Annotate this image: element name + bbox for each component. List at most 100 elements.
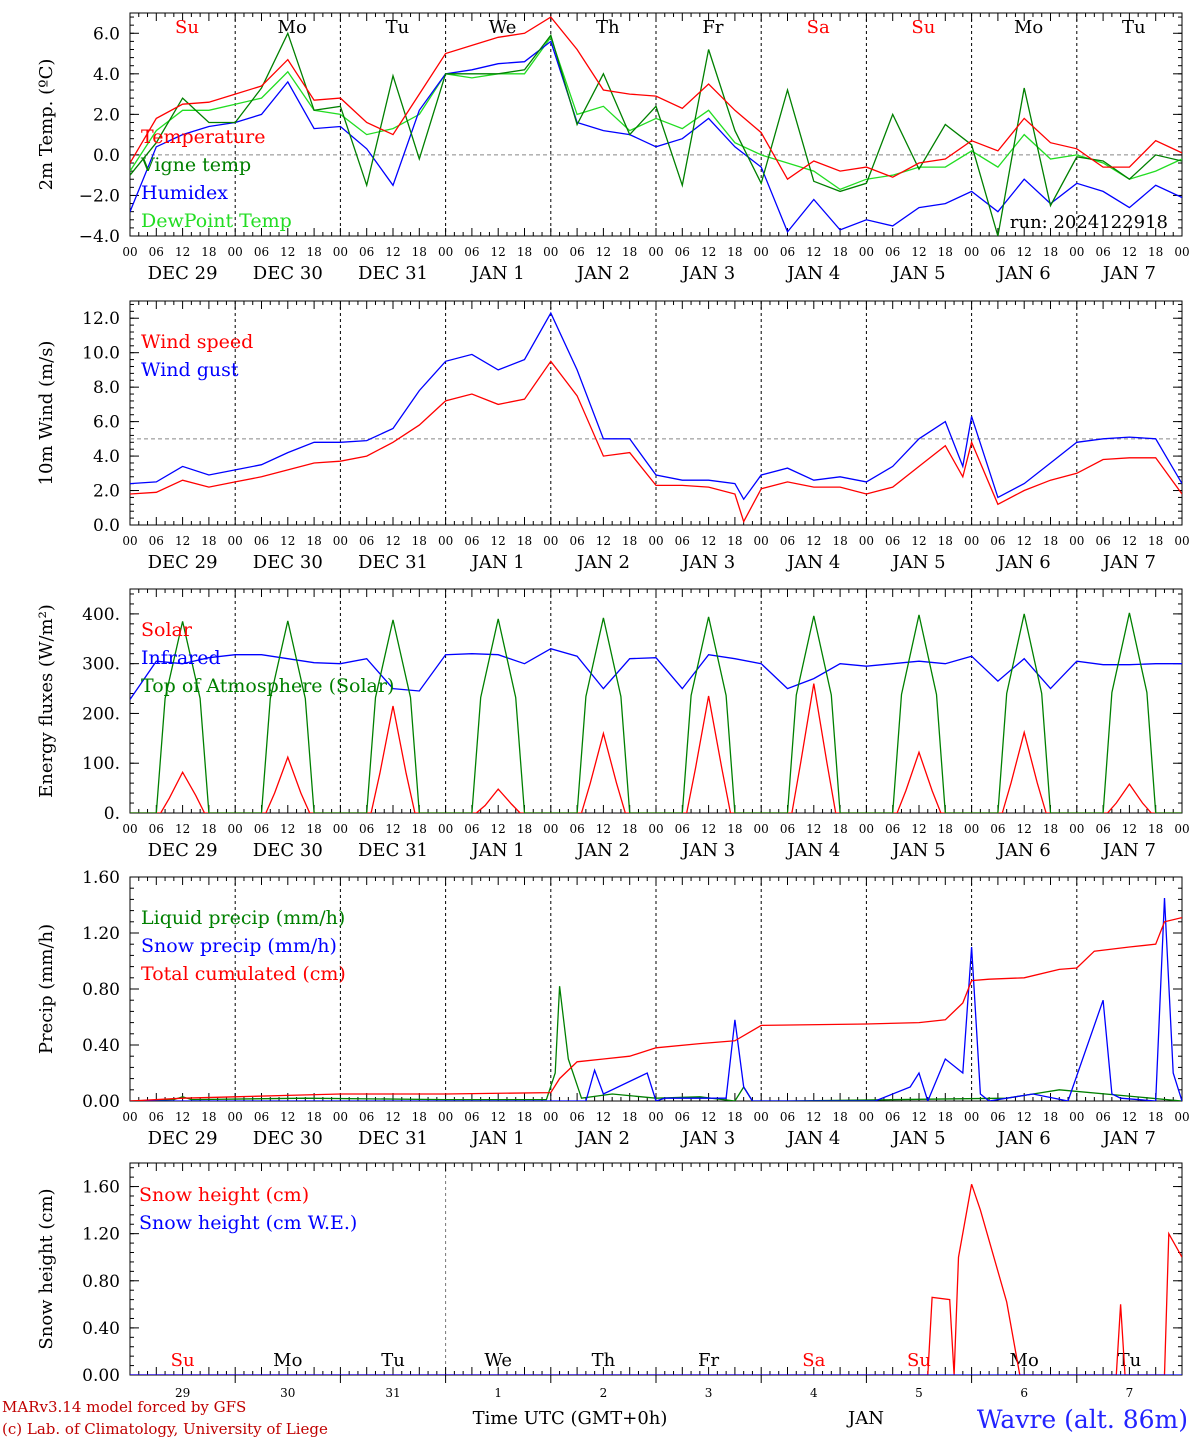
hour-tick-label: 00 [543, 1110, 558, 1124]
hour-tick-label: 12 [911, 1110, 926, 1124]
hour-tick-label: 18 [201, 822, 216, 836]
hour-tick-label: 00 [333, 1110, 348, 1124]
date-label: DEC 31 [358, 840, 428, 861]
lab-credit: (c) Lab. of Climatology, University of L… [2, 1420, 328, 1438]
series-line-solar [130, 683, 1182, 813]
hour-tick-label: 00 [438, 1110, 453, 1124]
hour-tick-label: 00 [333, 245, 348, 259]
y-tick-label: 2.0 [93, 482, 120, 502]
date-label: JAN 7 [1101, 552, 1156, 573]
day-number-label: 31 [385, 1386, 400, 1400]
hour-tick-label: 12 [1017, 1110, 1032, 1124]
date-label: JAN 1 [470, 1128, 525, 1149]
y-tick-label: 0.00 [82, 1366, 120, 1386]
date-label: JAN 1 [470, 552, 525, 573]
hour-tick-label: 06 [254, 1110, 269, 1124]
hour-tick-label: 18 [517, 245, 532, 259]
hour-tick-label: 00 [964, 1110, 979, 1124]
hour-tick-label: 00 [122, 1110, 137, 1124]
temp-frame [129, 12, 1183, 237]
day-number-label: 30 [280, 1386, 295, 1400]
series-line-dewpoint-temp [130, 35, 1182, 191]
hour-tick-label: 18 [412, 822, 427, 836]
legend-entry: Snow height (cm W.E.) [139, 1212, 357, 1234]
y-tick-label: 1.20 [82, 1225, 120, 1245]
y-tick-label: 0.0 [93, 146, 120, 166]
hour-tick-label: 12 [701, 1110, 716, 1124]
temp-panel: −4.0 −2.0 0.0 2.0 4.0 6.0 2m Temp. (ºC) 00 06 12 1… [36, 12, 1190, 284]
date-label: JAN 6 [996, 840, 1051, 861]
hour-tick-label: 00 [754, 1110, 769, 1124]
hour-tick-label: 00 [964, 822, 979, 836]
y-tick-label: 6.0 [93, 24, 120, 44]
temp-y-axis-label: 2m Temp. (ºC) [36, 59, 57, 191]
month-label: JAN [846, 1408, 884, 1429]
footer: MARv3.14 model forced by GFS (c) Lab. of… [2, 1398, 1188, 1438]
y-tick-label: 10.0 [82, 344, 120, 364]
hour-tick-label: 06 [254, 245, 269, 259]
date-label: DEC 30 [253, 840, 323, 861]
hour-tick-label: 18 [1043, 1110, 1058, 1124]
hour-tick-label: 18 [412, 1110, 427, 1124]
hour-tick-label: 06 [359, 822, 374, 836]
date-label: DEC 30 [253, 552, 323, 573]
hour-tick-label: 18 [727, 534, 742, 548]
hour-tick-label: 12 [701, 822, 716, 836]
hour-tick-label: 18 [1148, 1110, 1163, 1124]
flux-panel: 0. 100. 200. 300. 400. Energy fluxes (W/m²) 00… [36, 588, 1190, 861]
hour-tick-label: 12 [175, 822, 190, 836]
hour-tick-label: 06 [990, 534, 1005, 548]
hour-tick-label: 18 [1043, 534, 1058, 548]
date-label: JAN 2 [575, 1128, 630, 1149]
hour-tick-label: 00 [648, 822, 663, 836]
hour-tick-label: 18 [517, 822, 532, 836]
hour-tick-label: 18 [622, 1110, 637, 1124]
hour-tick-label: 06 [254, 534, 269, 548]
hour-tick-label: 00 [859, 822, 874, 836]
legend-entry: Humidex [141, 182, 228, 204]
x-axis-title: Time UTC (GMT+0h) [473, 1408, 668, 1429]
date-label: JAN 1 [470, 263, 525, 284]
hour-tick-label: 06 [1095, 1110, 1110, 1124]
hour-tick-label: 12 [175, 1110, 190, 1124]
hour-tick-label: 00 [754, 245, 769, 259]
location-title: Wavre (alt. 86m) [977, 1405, 1188, 1434]
hour-tick-label: 06 [675, 534, 690, 548]
weekday-label: Su [907, 1350, 931, 1371]
weekday-label: Th [596, 17, 620, 38]
date-label: JAN 4 [785, 840, 840, 861]
hour-tick-label: 00 [859, 245, 874, 259]
meteogram-panels: −4.0−2.00.02.04.06.02m Temp. (ºC)00 06 12 1… [36, 12, 1190, 1400]
hour-tick-label: 18 [201, 1110, 216, 1124]
weekday-label: Tu [381, 1350, 405, 1371]
hour-tick-label: 00 [228, 822, 243, 836]
y-tick-label: 0.80 [82, 980, 120, 1000]
hour-tick-label: 06 [569, 534, 584, 548]
y-tick-label: 1.20 [82, 924, 120, 944]
hour-tick-label: 18 [306, 822, 321, 836]
hour-tick-label: 12 [806, 1110, 821, 1124]
hour-tick-label: 00 [543, 245, 558, 259]
hour-tick-label: 06 [780, 822, 795, 836]
legend-entry: Vigne temp [140, 154, 251, 176]
series-line-wind-gust [130, 311, 1182, 501]
hour-tick-label: 00 [438, 245, 453, 259]
y-tick-label: 0.80 [82, 1272, 120, 1292]
y-tick-label: 6.0 [93, 413, 120, 433]
wind-panel: 0.0 2.0 4.0 6.0 8.0 10.0 12.0 10m Wind (m/s) 00 0… [36, 300, 1190, 573]
hour-tick-label: 12 [806, 534, 821, 548]
hour-tick-label: 18 [832, 534, 847, 548]
hour-tick-label: 00 [122, 245, 137, 259]
series-line-total-cumulated-cm- [130, 916, 1182, 1101]
hour-tick-label: 00 [754, 534, 769, 548]
series-line-vigne-temp [130, 31, 1182, 236]
date-label: JAN 7 [1101, 263, 1156, 284]
legend-entry: Snow precip (mm/h) [141, 935, 337, 957]
hour-tick-label: 12 [596, 534, 611, 548]
y-tick-label: 0.40 [82, 1036, 120, 1056]
hour-tick-label: 18 [622, 245, 637, 259]
hour-tick-label: 18 [938, 822, 953, 836]
weekday-label: We [484, 1350, 512, 1371]
hour-tick-label: 06 [359, 1110, 374, 1124]
hour-tick-label: 18 [306, 245, 321, 259]
